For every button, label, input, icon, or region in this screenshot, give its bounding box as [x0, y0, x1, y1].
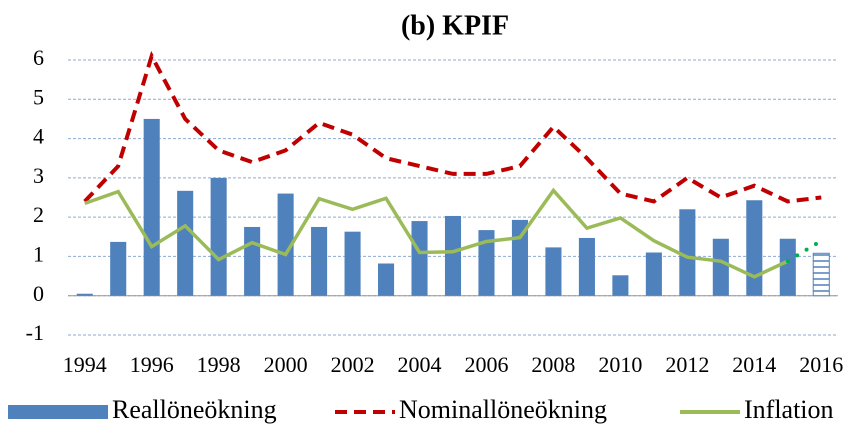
bar: [244, 226, 261, 296]
line: [83, 50, 822, 204]
bar: [645, 252, 662, 296]
x-tick-label: 2006: [464, 352, 508, 377]
x-tick-label: 1996: [130, 352, 174, 377]
bar: [177, 190, 194, 296]
y-tick-label: 5: [33, 84, 44, 109]
x-tick-label: 2002: [331, 352, 375, 377]
bar: [311, 226, 328, 296]
bar: [210, 177, 227, 296]
y-tick-label: 0: [33, 281, 44, 306]
x-tick-label: 1994: [63, 352, 107, 377]
line: [84, 187, 789, 279]
legend-label: Reallöneökning: [112, 395, 277, 424]
bar: [679, 209, 696, 296]
bar: [746, 200, 763, 296]
bar: [444, 215, 462, 296]
bar: [545, 247, 562, 296]
bar: [779, 238, 796, 296]
y-tick-label: -1: [26, 320, 44, 345]
bar: [578, 237, 595, 296]
x-tick-label: 2000: [264, 352, 308, 377]
x-tick-label: 2012: [665, 352, 709, 377]
y-tick-label: 1: [33, 241, 44, 266]
y-tick-label: 6: [33, 45, 44, 70]
bar: [612, 275, 629, 296]
x-tick-label: 1998: [197, 352, 241, 377]
x-tick-label: 2008: [531, 352, 575, 377]
x-tick-label: 2004: [398, 352, 442, 377]
legend-label: Nominallöneökning: [399, 395, 607, 424]
x-tick-label: 2016: [799, 352, 843, 377]
bar: [378, 263, 395, 296]
legend-label: Inflation: [744, 395, 834, 424]
forecast-line: [785, 238, 824, 264]
y-tick-label: 3: [33, 163, 44, 188]
bar: [76, 293, 93, 296]
bar: [143, 118, 160, 296]
bar: [411, 221, 428, 296]
chart-title: (b) KPIF: [401, 10, 509, 41]
bar: [712, 238, 729, 296]
x-tick-label: 2014: [732, 352, 776, 377]
forecast-bar: [812, 252, 830, 297]
bar: [344, 231, 361, 296]
bar: [110, 241, 127, 296]
legend-swatch: [8, 405, 108, 419]
y-tick-label: 4: [33, 124, 44, 149]
bar: [478, 230, 495, 296]
y-tick-label: 2: [33, 202, 44, 227]
x-tick-label: 2010: [598, 352, 642, 377]
bar: [277, 193, 294, 296]
